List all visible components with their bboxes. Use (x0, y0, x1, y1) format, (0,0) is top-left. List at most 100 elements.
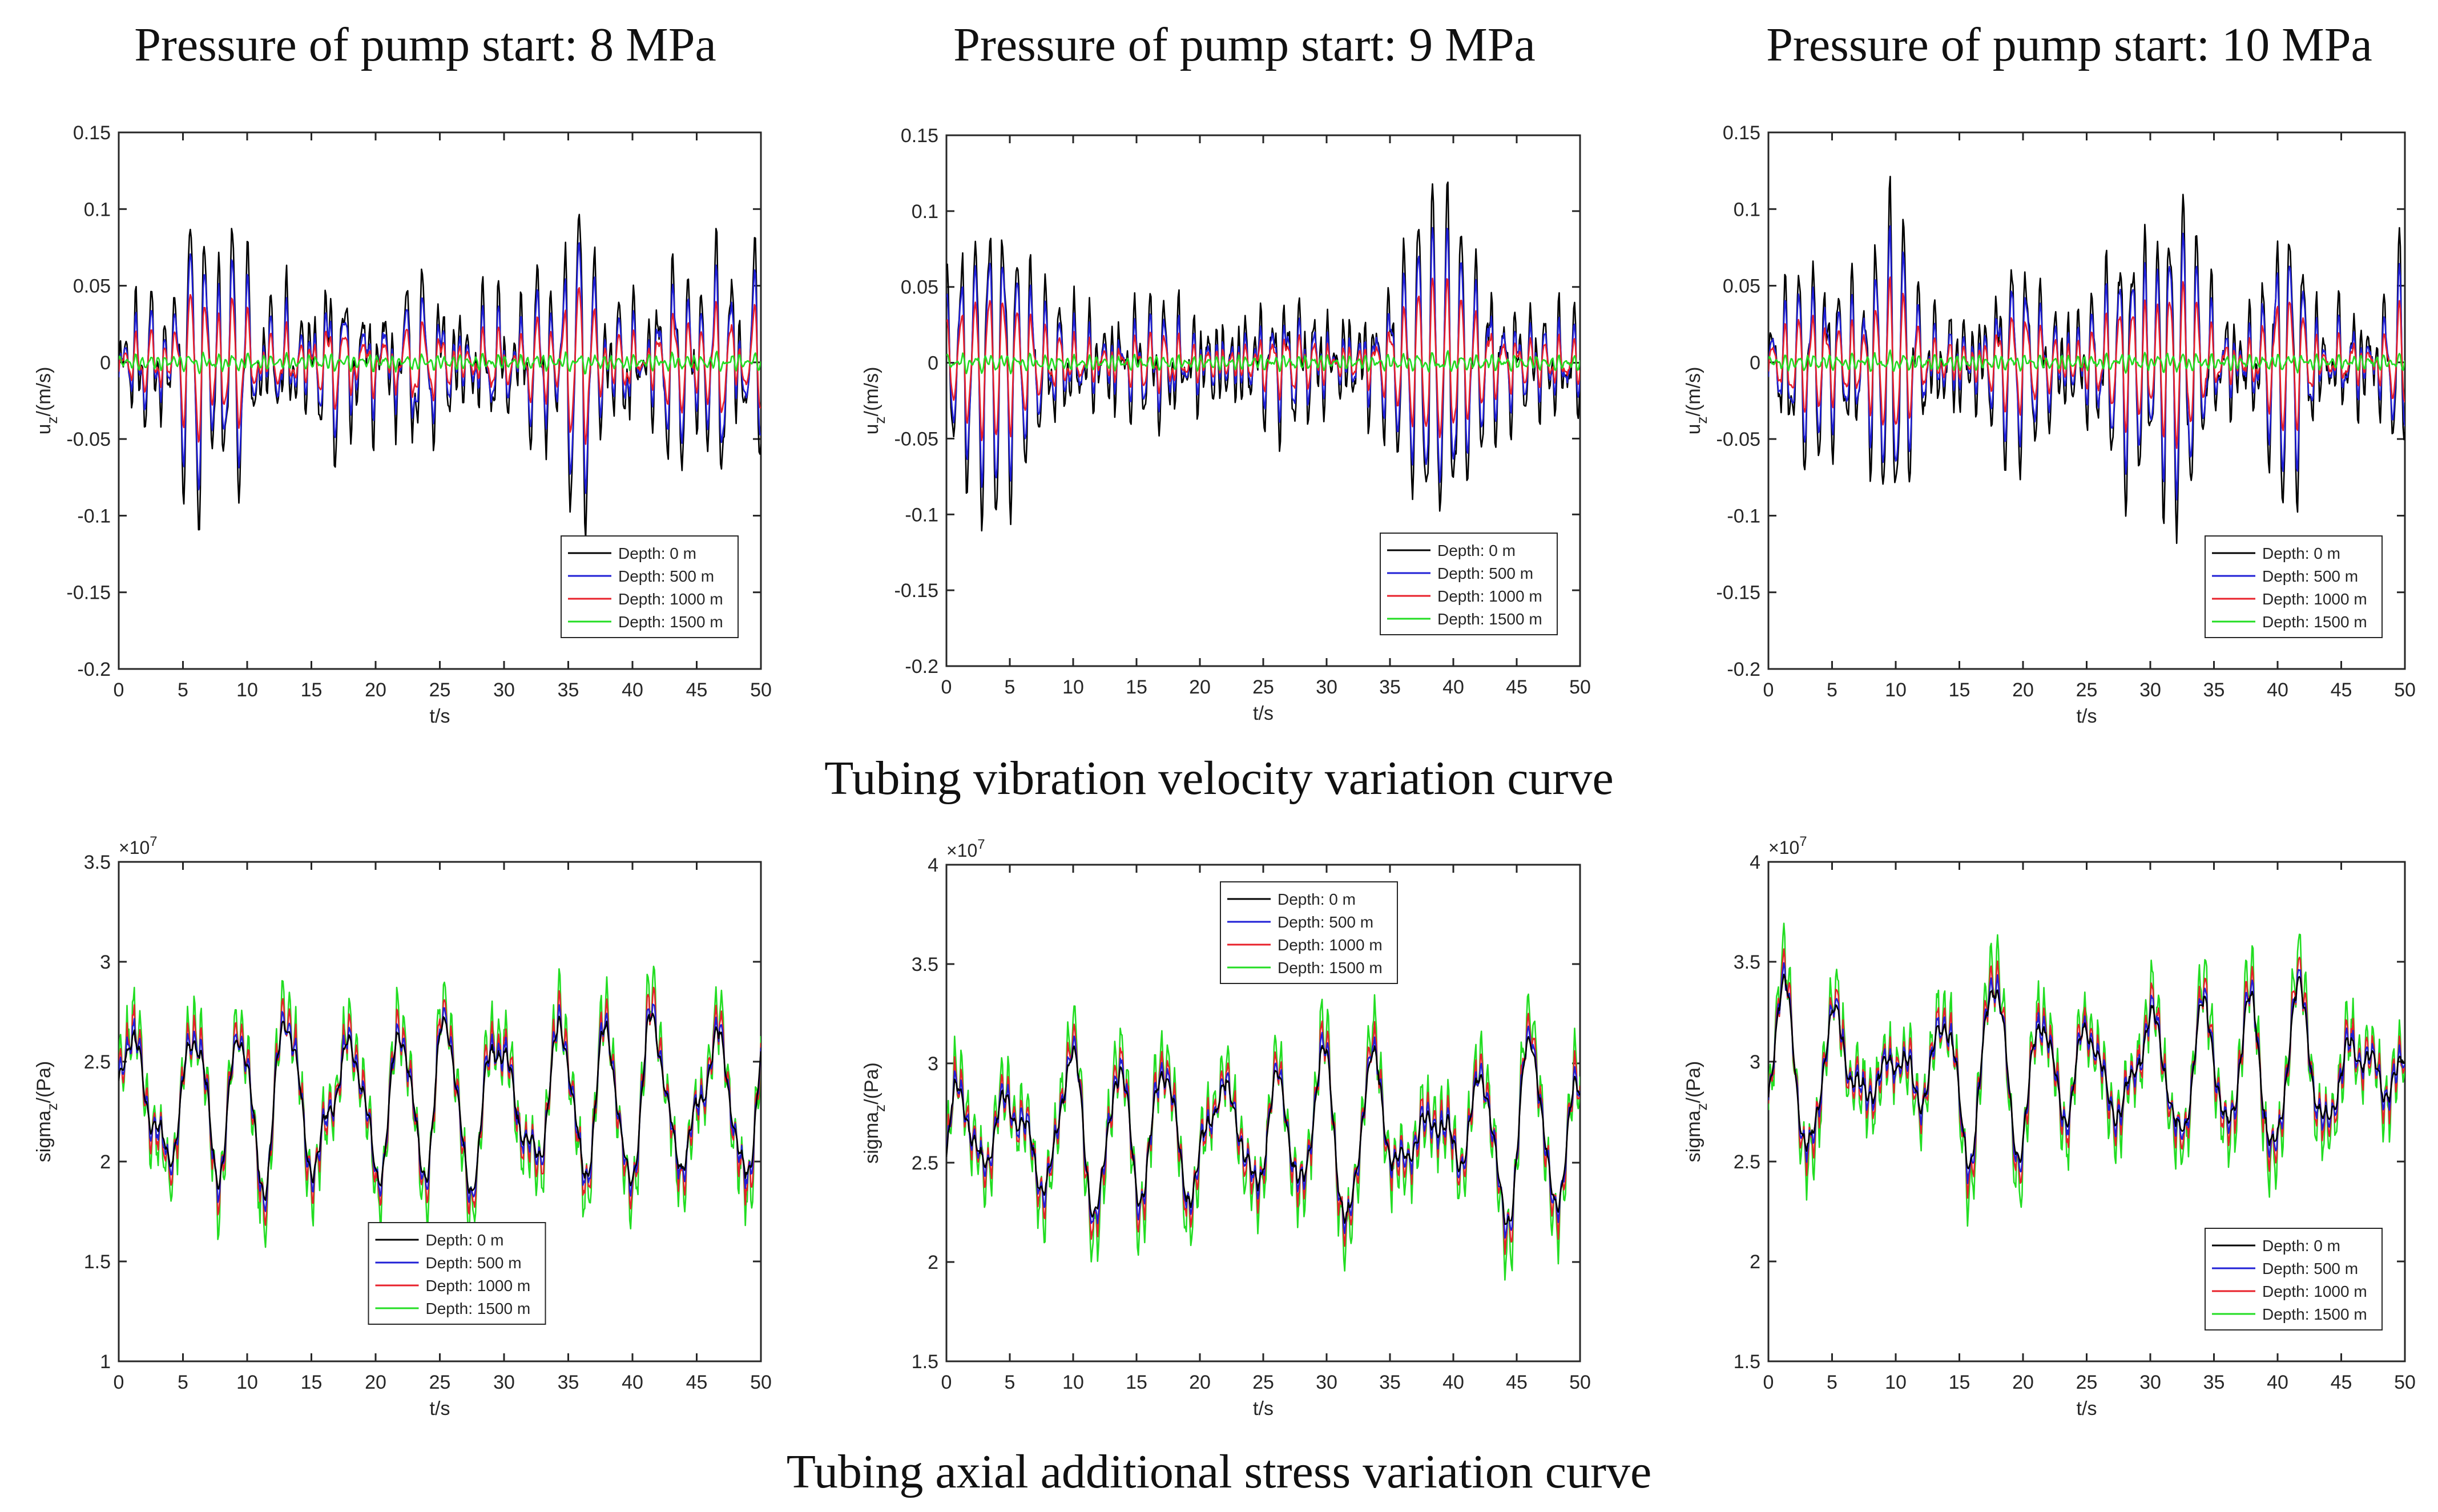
series-line (119, 350, 761, 375)
series-line (946, 1036, 1580, 1225)
x-tick-label: 50 (1569, 1372, 1591, 1393)
series-line (119, 287, 761, 445)
y-tick-label: 0 (100, 352, 111, 374)
y-tick-label: 0 (928, 353, 938, 374)
legend-label: Depth: 1500 m (1437, 610, 1542, 628)
y-tick-label: 3 (1750, 1051, 1760, 1073)
x-tick-label: 20 (2012, 1372, 2034, 1393)
x-tick-label: 5 (178, 1372, 188, 1393)
x-tick-label: 40 (1442, 1372, 1464, 1393)
legend-label: Depth: 0 m (618, 545, 696, 562)
y-tick-label: -0.1 (905, 504, 938, 526)
series-line (946, 227, 1580, 488)
legend: Depth: 0 m Depth: 500 m Depth: 1000 m Depth… (2205, 535, 2383, 638)
chart-stress-10: 0 5 10 15 20 25 30 35 40 45 50 1.5 2 2.5 3 3.5 4 t/s sigma… (1683, 834, 2416, 1420)
y-tick-label: 1 (100, 1351, 111, 1373)
series-line (946, 350, 1580, 374)
x-tick-label: 50 (750, 679, 772, 701)
x-tick-label: 10 (1885, 679, 1907, 701)
x-tick-label: 30 (1316, 1372, 1337, 1393)
x-tick-label: 40 (2267, 1372, 2288, 1393)
y-tick-label: 2 (1750, 1251, 1760, 1273)
x-tick-label: 15 (301, 679, 323, 701)
y-tick-label: 0.15 (73, 122, 111, 144)
x-tick-label: 30 (493, 679, 515, 701)
y-exponent: ×107 (946, 837, 985, 861)
series-group (1768, 922, 2405, 1227)
x-tick-label: 10 (236, 1372, 258, 1393)
x-tick-label: 35 (1379, 1372, 1401, 1393)
x-tick-label: 15 (1126, 1372, 1147, 1393)
y-tick-label: 0.1 (1734, 199, 1760, 220)
legend-label: Depth: 1000 m (426, 1277, 531, 1295)
series-line (1768, 276, 2405, 449)
legend-label: Depth: 1500 m (618, 613, 723, 631)
y-tick-label: 4 (1750, 852, 1760, 873)
x-tick-label: 0 (941, 1372, 952, 1393)
series-group (946, 181, 1580, 532)
y-tick-label: -0.15 (1716, 582, 1761, 604)
x-tick-label: 30 (1316, 676, 1337, 698)
series-line (119, 1013, 761, 1201)
y-tick-label: 0.15 (901, 125, 938, 147)
y-tick-label: 0.1 (84, 199, 111, 220)
chart-vel-8: 0 5 10 15 20 25 30 35 40 45 50 -0.2 -0.15 -0.1 -0.05 0 0… (33, 122, 772, 727)
chart-stress-8: 0 5 10 15 20 25 30 35 40 45 50 1 1.5 2 2.5 3 3.5 t/s sigma… (33, 834, 772, 1420)
x-tick-label: 25 (1252, 676, 1274, 698)
y-tick-label: -0.1 (1727, 505, 1760, 527)
x-tick-label: 45 (2331, 1372, 2352, 1393)
x-tick-label: 50 (2394, 679, 2416, 701)
legend-label: Depth: 500 m (2262, 567, 2358, 585)
x-tick-label: 10 (1885, 1372, 1907, 1393)
y-tick-label: -0.15 (894, 580, 939, 602)
y-tick-label: 2 (100, 1151, 111, 1173)
series-line (946, 277, 1580, 441)
x-tick-label: 50 (2394, 1372, 2416, 1393)
legend: Depth: 0 m Depth: 500 m Depth: 1000 m Depth… (368, 1222, 546, 1325)
x-tick-label: 35 (558, 1372, 579, 1393)
x-tick-label: 35 (2203, 679, 2225, 701)
x-tick-label: 5 (1827, 679, 1837, 701)
x-tick-label: 0 (1763, 1372, 1774, 1393)
x-tick-label: 50 (750, 1372, 772, 1393)
legend-label: Depth: 500 m (426, 1254, 522, 1272)
y-tick-label: 3.5 (1734, 951, 1760, 973)
y-tick-label: 4 (928, 854, 938, 876)
y-exponent: ×107 (1768, 834, 1807, 858)
column-title-8mpa: Pressure of pump start: 8 MPa (134, 18, 716, 71)
x-tick-label: 25 (2076, 1372, 2098, 1393)
legend: Depth: 0 m Depth: 500 m Depth: 1000 m Depth… (561, 535, 739, 638)
legend: Depth: 0 m Depth: 500 m Depth: 1000 m Depth… (1380, 533, 1558, 635)
x-tick-label: 45 (686, 1372, 708, 1393)
x-tick-label: 20 (365, 1372, 386, 1393)
x-tick-label: 40 (622, 679, 643, 701)
legend-label: Depth: 0 m (2262, 545, 2340, 562)
y-tick-label: 2 (928, 1252, 938, 1273)
x-tick-label: 15 (1949, 1372, 1970, 1393)
x-tick-label: 40 (1442, 676, 1464, 698)
legend-label: Depth: 1000 m (2262, 590, 2367, 608)
legend-label: Depth: 0 m (1278, 890, 1356, 908)
x-tick-label: 10 (1062, 1372, 1084, 1393)
x-tick-label: 30 (2139, 1372, 2161, 1393)
x-axis-label: t/s (1253, 703, 1274, 724)
y-exponent: ×107 (119, 834, 158, 858)
y-tick-label: 0.05 (901, 277, 938, 299)
y-tick-label: -0.2 (1727, 659, 1760, 680)
x-tick-label: 45 (686, 679, 708, 701)
legend-label: Depth: 500 m (1437, 565, 1533, 582)
x-axis-label: t/s (2077, 1398, 2097, 1420)
legend-label: Depth: 0 m (2262, 1237, 2340, 1255)
legend: Depth: 0 m Depth: 500 m Depth: 1000 m Depth… (2205, 1228, 2383, 1330)
series-line (1768, 973, 2405, 1170)
legend-label: Depth: 500 m (1278, 913, 1373, 931)
x-tick-label: 10 (236, 679, 258, 701)
series-line (1768, 922, 2405, 1227)
x-tick-label: 0 (114, 1372, 124, 1393)
x-axis-label: t/s (430, 705, 450, 727)
y-axis-label: sigmaz/(Pa) (33, 1061, 61, 1162)
series-group (119, 965, 761, 1248)
series-line (119, 242, 761, 494)
x-tick-label: 5 (1827, 1372, 1837, 1393)
